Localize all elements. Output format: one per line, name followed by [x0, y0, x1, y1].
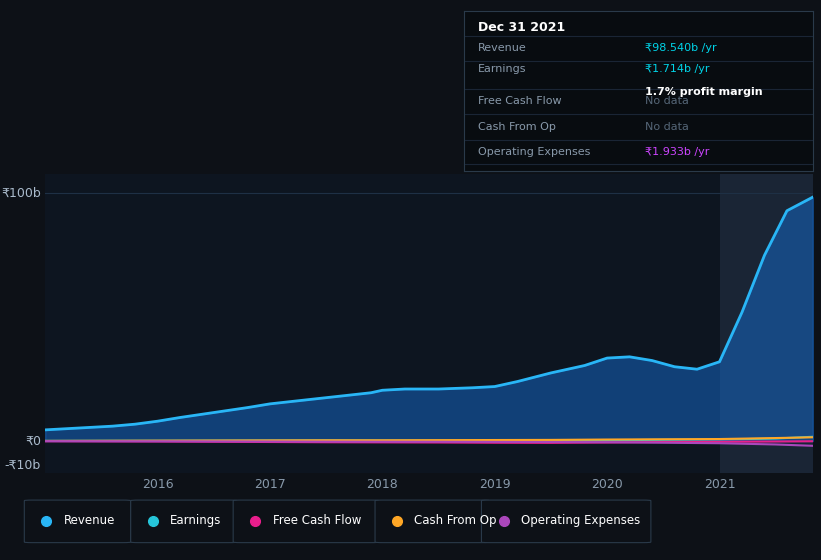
Text: Free Cash Flow: Free Cash Flow: [273, 514, 361, 528]
Text: ₹1.714b /yr: ₹1.714b /yr: [645, 64, 710, 74]
Text: Revenue: Revenue: [64, 514, 115, 528]
FancyBboxPatch shape: [481, 500, 651, 543]
FancyBboxPatch shape: [233, 500, 379, 543]
Text: ₹100b: ₹100b: [2, 187, 41, 200]
Text: ₹1.933b /yr: ₹1.933b /yr: [645, 147, 709, 157]
Text: -₹10b: -₹10b: [5, 459, 41, 472]
Text: Operating Expenses: Operating Expenses: [478, 147, 590, 157]
Text: No data: No data: [645, 122, 689, 132]
Text: Dec 31 2021: Dec 31 2021: [478, 21, 565, 34]
FancyBboxPatch shape: [131, 500, 237, 543]
Text: 1.7% profit margin: 1.7% profit margin: [645, 87, 763, 97]
Text: Free Cash Flow: Free Cash Flow: [478, 96, 562, 106]
Text: ₹0: ₹0: [25, 435, 41, 447]
Text: No data: No data: [645, 96, 689, 106]
FancyBboxPatch shape: [25, 500, 131, 543]
Text: Earnings: Earnings: [478, 64, 526, 74]
Text: Revenue: Revenue: [478, 43, 526, 53]
Text: Earnings: Earnings: [170, 514, 222, 528]
FancyBboxPatch shape: [375, 500, 489, 543]
Text: Operating Expenses: Operating Expenses: [521, 514, 640, 528]
Text: ₹98.540b /yr: ₹98.540b /yr: [645, 43, 717, 53]
Text: Cash From Op: Cash From Op: [415, 514, 497, 528]
Bar: [719, 174, 813, 473]
Text: Cash From Op: Cash From Op: [478, 122, 556, 132]
